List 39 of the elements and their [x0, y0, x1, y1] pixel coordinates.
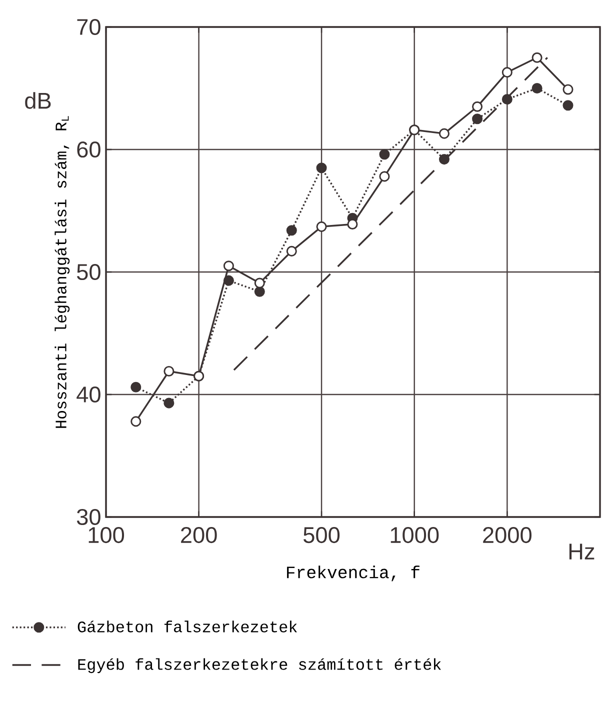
point [502, 94, 512, 105]
text: Hz [569, 544, 594, 560]
point [438, 128, 450, 139]
point [347, 218, 358, 230]
point [379, 171, 390, 182]
y-axis-title: Hosszanti léghanggátlási szám, R$_{L}$ [54, 116, 70, 428]
x-tick-label: 1000 [390, 527, 439, 544]
text: dB [25, 92, 51, 109]
point [164, 398, 174, 408]
point [502, 67, 512, 78]
point [164, 366, 174, 376]
point [254, 286, 265, 297]
x-tick-label: 500 [304, 527, 340, 544]
x-axis-title: Frekvencia, f [287, 566, 420, 582]
point [130, 416, 142, 427]
point [286, 246, 297, 256]
point [130, 382, 142, 392]
y-tick-label: 30 [76, 508, 100, 526]
x-tick-label: 200 [181, 527, 217, 544]
legend-label: Egyéb falszerkezetekre számított érték [78, 658, 441, 674]
y-tick-label: 50 [76, 264, 100, 280]
point [223, 275, 234, 286]
point [562, 84, 574, 95]
y-tick-label: 40 [76, 386, 100, 403]
point [286, 225, 297, 236]
y-tick-label: 60 [77, 141, 100, 158]
point [532, 82, 542, 94]
x-tick-label: 2000 [483, 527, 532, 544]
point [223, 260, 234, 272]
point [438, 154, 450, 165]
point [254, 278, 265, 288]
point [316, 221, 327, 232]
point [562, 100, 574, 111]
y-tick-label: 70 [77, 18, 100, 36]
legend-label: Gázbeton falszerkezetek [78, 620, 297, 632]
x-tick-label: 100 [88, 527, 124, 544]
point [316, 162, 327, 174]
point [532, 52, 542, 63]
point [379, 149, 390, 160]
